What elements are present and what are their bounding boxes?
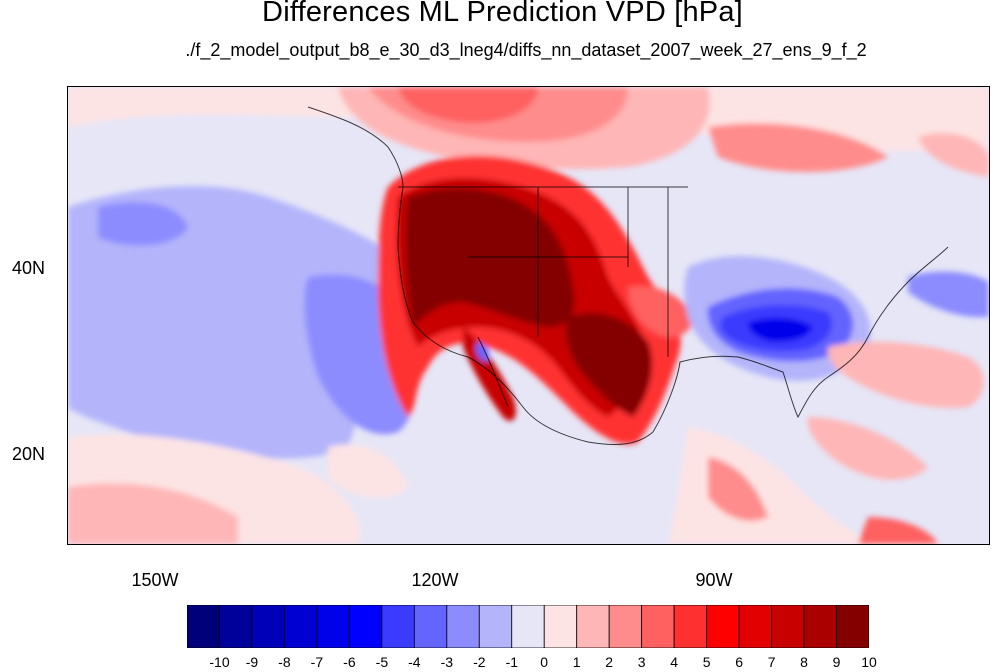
colorbar-swatch bbox=[446, 605, 480, 648]
colorbar bbox=[187, 605, 869, 648]
colorbar-swatch bbox=[771, 605, 805, 648]
lon-label-90w: 90W bbox=[695, 570, 733, 590]
colorbar-tick-label: -8 bbox=[278, 654, 291, 670]
colorbar-swatch bbox=[641, 605, 675, 648]
colorbar-swatch bbox=[413, 605, 448, 648]
colorbar-tick-label: -1 bbox=[505, 654, 519, 670]
colorbar-swatch bbox=[738, 605, 772, 648]
colorbar-tick-label: -9 bbox=[245, 654, 259, 670]
colorbar-swatch bbox=[187, 605, 220, 648]
colorbar-tick-label: 2 bbox=[605, 654, 614, 670]
colorbar-tick-label: -10 bbox=[209, 654, 230, 670]
colorbar-swatch bbox=[836, 605, 869, 648]
colorbar-tick-label: -3 bbox=[440, 654, 454, 670]
lat-label-20n: 20N bbox=[12, 444, 46, 464]
colorbar-tick-label: 4 bbox=[670, 654, 678, 670]
colorbar-tick-label: 7 bbox=[767, 654, 776, 670]
lon-label-150w: 150W bbox=[131, 570, 179, 590]
colorbar-tick-label: -4 bbox=[408, 654, 421, 670]
colorbar-tick-label: 8 bbox=[800, 654, 808, 670]
colorbar-tick-label: 10 bbox=[861, 654, 877, 670]
colorbar-tick-label: 3 bbox=[637, 654, 646, 670]
colorbar-swatch bbox=[803, 605, 837, 648]
map-subtitle: ./f_2_model_output_b8_e_30_d3_lneg4/diff… bbox=[185, 40, 867, 60]
colorbar-swatch bbox=[219, 605, 253, 648]
map-title: Differences ML Prediction VPD [hPa] bbox=[262, 0, 743, 28]
colorbar-tick-label: 9 bbox=[832, 654, 841, 670]
colorbar-swatch bbox=[511, 605, 545, 648]
map-panel bbox=[67, 86, 990, 545]
colorbar-tick-label: -6 bbox=[343, 654, 356, 670]
colorbar-swatch bbox=[706, 605, 740, 648]
colorbar-tick-label: 0 bbox=[540, 654, 549, 670]
colorbar-swatch bbox=[348, 605, 383, 648]
colorbar-swatch bbox=[478, 605, 513, 648]
vpd-difference-field bbox=[68, 87, 989, 544]
colorbar-tick-label: -7 bbox=[310, 654, 324, 670]
lon-label-120w: 120W bbox=[411, 570, 459, 590]
colorbar-swatch bbox=[381, 605, 415, 648]
colorbar-tick-label: 6 bbox=[735, 654, 743, 670]
colorbar-tick-label: -5 bbox=[375, 654, 389, 670]
colorbar-tick-label: 1 bbox=[572, 654, 581, 670]
colorbar-swatch bbox=[608, 605, 643, 648]
colorbar-swatch bbox=[316, 605, 350, 648]
colorbar-swatch bbox=[673, 605, 708, 648]
colorbar-tick-label: 5 bbox=[702, 654, 711, 670]
lat-label-40n: 40N bbox=[12, 258, 46, 278]
colorbar-swatch bbox=[251, 605, 285, 648]
colorbar-swatch bbox=[284, 605, 318, 648]
colorbar-swatch bbox=[576, 605, 610, 648]
colorbar-tick-label: -2 bbox=[473, 654, 486, 670]
colorbar-swatch bbox=[543, 605, 578, 648]
